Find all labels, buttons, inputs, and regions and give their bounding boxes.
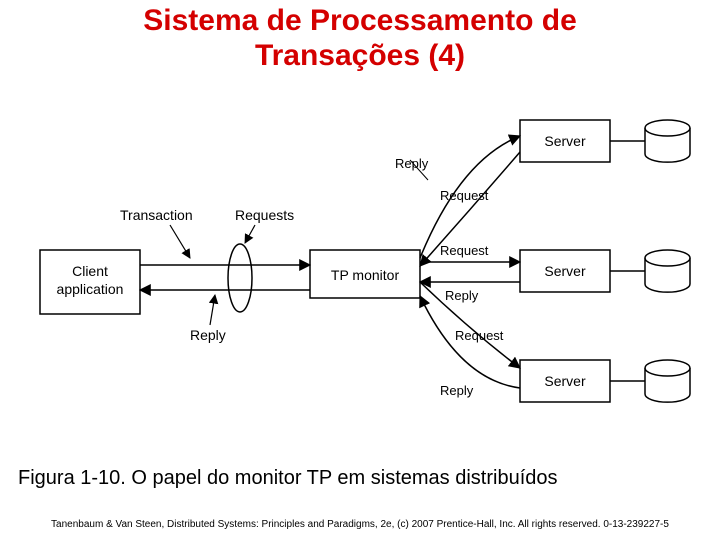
- transaction-label: Transaction: [120, 207, 193, 223]
- slide-title: Sistema de Processamento de Transações (…: [0, 4, 720, 73]
- tp-monitor-diagram: Client application TP monitor Server Ser…: [20, 100, 710, 430]
- server2-label: Server: [544, 263, 586, 279]
- db-cylinder-1: [645, 120, 690, 162]
- request1-label: Request: [440, 188, 489, 203]
- reply3-label: Reply: [440, 383, 474, 398]
- credit-line: Tanenbaum & Van Steen, Distributed Syste…: [0, 519, 720, 530]
- reply1-label: Reply: [395, 156, 429, 171]
- request2-label: Request: [440, 243, 489, 258]
- db-cylinder-2: [645, 250, 690, 292]
- title-line-1: Sistema de Processamento de: [143, 4, 577, 37]
- reply2-label: Reply: [445, 288, 479, 303]
- figure-caption: Figura 1-10. O papel do monitor TP em si…: [18, 467, 558, 490]
- reply-client-label: Reply: [190, 327, 226, 343]
- requests-bundle-pointer: [245, 225, 255, 243]
- reply-client-pointer: [210, 295, 215, 325]
- requests-bundle-label: Requests: [235, 207, 294, 223]
- server1-label: Server: [544, 133, 586, 149]
- server3-label: Server: [544, 373, 586, 389]
- client-label-2: application: [57, 281, 124, 297]
- db-cylinder-3: [645, 360, 690, 402]
- client-label-1: Client: [72, 263, 108, 279]
- requests-bundle-ellipse: [228, 244, 252, 312]
- title-line-2: Transações (4): [255, 39, 465, 72]
- tpmonitor-label: TP monitor: [331, 267, 400, 283]
- transaction-pointer: [170, 225, 190, 258]
- request3-label: Request: [455, 328, 504, 343]
